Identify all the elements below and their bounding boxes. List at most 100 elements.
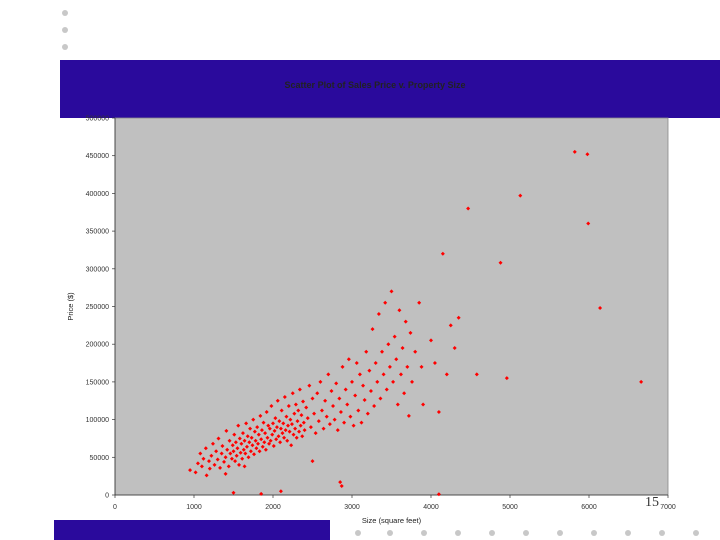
slide-footer-dot — [355, 530, 361, 536]
data-point — [343, 387, 348, 392]
data-point — [419, 364, 424, 369]
plot-area — [114, 117, 669, 496]
data-point — [381, 372, 386, 377]
data-point — [276, 434, 281, 439]
data-point — [297, 387, 302, 392]
data-point — [305, 416, 310, 421]
data-point — [237, 436, 242, 441]
data-point — [294, 435, 299, 440]
data-point — [188, 468, 193, 473]
data-point — [365, 411, 370, 416]
x-tick-label: 3000 — [344, 504, 360, 511]
data-point — [201, 456, 206, 461]
data-point — [278, 426, 283, 431]
data-point — [255, 441, 260, 446]
data-point — [342, 420, 347, 425]
data-point — [474, 372, 479, 377]
data-point — [327, 422, 332, 427]
data-point — [229, 456, 234, 461]
data-point — [259, 428, 264, 433]
data-point — [252, 429, 257, 434]
data-point — [214, 449, 219, 454]
data-point — [241, 447, 246, 452]
data-point — [228, 451, 233, 456]
data-point — [290, 391, 295, 396]
slide-bullet-dot — [62, 44, 68, 50]
data-point — [270, 432, 275, 437]
data-point — [219, 451, 224, 456]
data-point — [283, 428, 288, 433]
data-point — [362, 397, 367, 402]
data-point — [339, 483, 344, 488]
data-point — [236, 423, 241, 428]
data-point — [378, 396, 383, 401]
data-point — [248, 426, 253, 431]
data-point — [359, 420, 364, 425]
data-point — [233, 459, 238, 464]
data-point — [421, 402, 426, 407]
data-point — [380, 349, 385, 354]
data-point — [247, 440, 252, 445]
data-point — [278, 489, 283, 494]
slide-bullet-dot — [62, 10, 68, 16]
data-point — [274, 425, 279, 430]
data-point — [207, 466, 212, 471]
data-point — [405, 364, 410, 369]
data-point — [282, 435, 287, 440]
y-tick-label: 400000 — [86, 191, 109, 198]
data-point — [248, 449, 253, 454]
data-point — [296, 408, 301, 413]
data-point — [272, 428, 277, 433]
data-point — [254, 446, 259, 451]
data-point — [261, 420, 266, 425]
data-point — [244, 444, 249, 449]
data-point — [207, 459, 212, 464]
data-point — [335, 428, 340, 433]
data-point — [338, 480, 343, 485]
data-point — [372, 404, 377, 409]
x-axis-label: Size (square feet) — [362, 516, 422, 525]
data-point — [397, 308, 402, 313]
data-point — [271, 421, 275, 426]
data-point — [310, 459, 315, 464]
data-point — [403, 319, 408, 324]
data-point — [292, 411, 297, 416]
data-point — [259, 491, 264, 496]
y-axis-label: Price ($) — [66, 292, 75, 321]
data-point — [324, 414, 329, 419]
data-point — [218, 465, 223, 470]
data-point — [260, 444, 265, 449]
data-point — [284, 414, 289, 419]
data-point — [210, 441, 215, 446]
data-point — [391, 379, 396, 384]
data-point — [268, 438, 273, 443]
data-point — [232, 432, 237, 437]
data-point — [263, 447, 268, 452]
data-point — [240, 431, 245, 436]
data-point — [242, 464, 247, 469]
y-tick-label: 350000 — [86, 229, 109, 236]
data-point — [225, 447, 230, 452]
data-point — [323, 398, 328, 403]
data-point — [639, 379, 644, 384]
data-point — [293, 426, 298, 431]
data-point — [244, 421, 249, 426]
data-point — [286, 404, 291, 409]
data-point — [282, 394, 287, 399]
data-point — [222, 459, 227, 464]
slide-footer-dot — [523, 530, 529, 536]
data-point — [223, 471, 228, 476]
data-point — [444, 372, 449, 377]
data-point — [239, 441, 244, 446]
data-point — [252, 452, 257, 457]
data-point — [413, 349, 418, 354]
data-point — [271, 443, 276, 448]
data-point — [389, 289, 394, 294]
data-point — [354, 361, 359, 366]
slide-footer-dot — [659, 530, 665, 536]
title-band — [60, 60, 720, 118]
data-point — [203, 446, 208, 451]
data-point — [301, 399, 306, 404]
data-point — [308, 425, 313, 430]
data-point — [406, 413, 411, 418]
